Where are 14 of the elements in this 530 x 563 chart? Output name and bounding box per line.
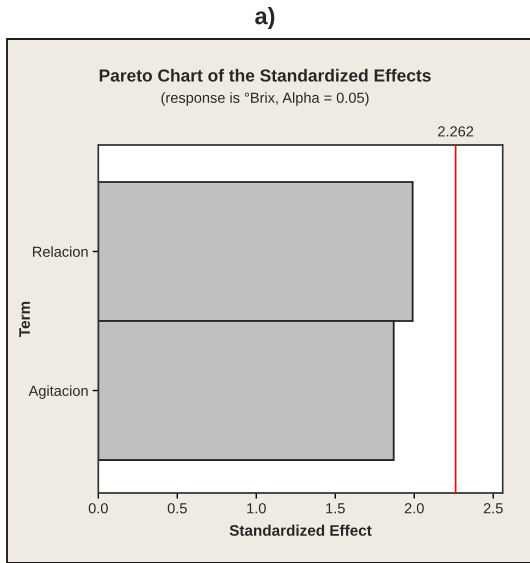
y-tick-label: Relacion	[33, 246, 88, 257]
x-tick-label: 0.5	[168, 503, 187, 514]
text: a)	[255, 6, 274, 30]
x-axis-title: Standardized Effect	[230, 524, 372, 536]
chart-subtitle: (response is °Brix, Alpha = 0.05)	[161, 92, 369, 106]
x-tick-label: 1.5	[326, 503, 345, 514]
chart-title: Pareto Chart of the Standardized Effects	[100, 68, 431, 82]
x-tick-label: 2.5	[484, 503, 503, 514]
y-tick-label: Agitacion	[28, 385, 88, 399]
x-tick-label: 0.0	[88, 503, 108, 514]
x-tick-label: 1.0	[247, 503, 266, 514]
y-axis-title: Term	[19, 302, 30, 337]
ref-line-label: 2.262	[438, 126, 474, 137]
x-tick-label: 2.0	[404, 503, 424, 514]
